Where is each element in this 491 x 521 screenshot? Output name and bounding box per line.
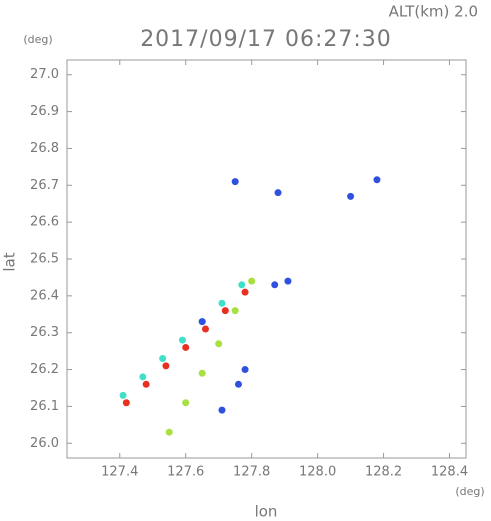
echo-point: [274, 189, 282, 197]
echo-point: [271, 281, 279, 289]
y-tick-label: 26.8: [30, 141, 59, 156]
y-tick-label: 27.0: [30, 67, 59, 82]
y-tick-label: 26.3: [30, 325, 59, 340]
y-tick-label: 26.0: [30, 436, 59, 451]
y-axis-label: lat: [1, 252, 19, 271]
echo-point: [119, 391, 127, 399]
echo-point: [182, 343, 190, 351]
echo-point: [231, 307, 239, 315]
x-axis-label: lon: [255, 503, 278, 521]
x-tick-label: 128.0: [299, 465, 336, 480]
echo-point: [142, 380, 150, 388]
x-tick-label: 127.8: [233, 465, 270, 480]
plot-frame: [66, 59, 467, 459]
x-tick-label: 128.2: [365, 465, 402, 480]
echo-point: [159, 355, 167, 362]
chart-subtitle: ALT(km) 2.0: [389, 3, 478, 21]
echo-point: [234, 380, 242, 388]
echo-point: [241, 288, 249, 296]
y-tick-label: 26.9: [30, 104, 59, 119]
chart-title: 2017/09/17 06:27:30: [140, 27, 392, 52]
echo-point: [182, 399, 190, 407]
y-tick-label: 26.1: [30, 399, 59, 414]
echo-point: [231, 178, 239, 186]
echo-point: [198, 318, 206, 326]
echo-point: [165, 428, 173, 436]
y-unit: (deg): [23, 33, 52, 46]
x-tick-label: 127.6: [167, 465, 204, 480]
echo-point: [238, 281, 246, 289]
x-tick-label: 128.4: [431, 465, 468, 480]
y-tick-label: 26.6: [30, 215, 59, 230]
y-tick-label: 26.2: [30, 362, 59, 377]
echo-point: [248, 277, 256, 285]
y-tick-label: 26.7: [30, 178, 59, 193]
echo-point: [178, 336, 186, 344]
y-tick-label: 26.4: [30, 288, 59, 303]
echo-point: [122, 399, 130, 407]
echo-point: [218, 406, 226, 414]
echo-point: [162, 362, 170, 370]
echo-point: [373, 176, 381, 184]
echo-point: [215, 340, 223, 348]
x-unit: (deg): [455, 485, 484, 498]
echo-point: [347, 192, 355, 200]
echo-point: [218, 299, 226, 307]
echo-point: [198, 369, 206, 377]
x-tick-label: 127.4: [101, 465, 138, 480]
y-tick-label: 26.5: [30, 252, 59, 267]
echo-point: [221, 307, 229, 315]
echo-point: [241, 366, 249, 374]
echo-point: [284, 277, 292, 285]
echo-point: [201, 325, 209, 333]
echo-point: [139, 373, 147, 381]
